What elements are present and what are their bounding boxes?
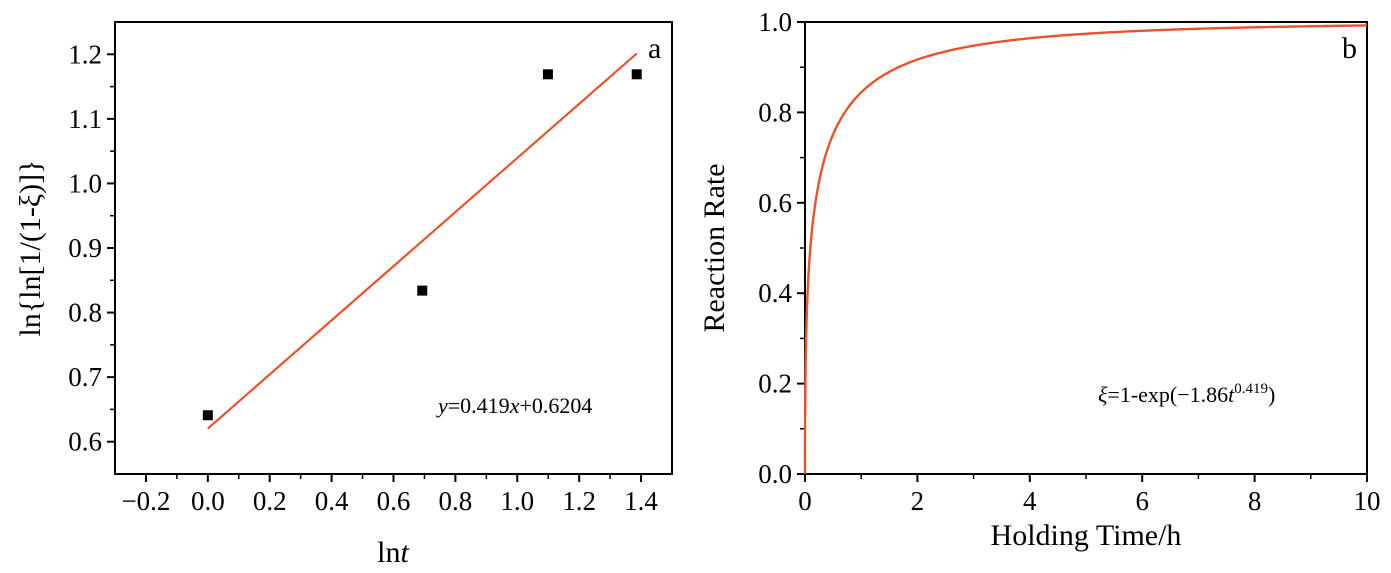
chart-a-y-tick-label: 0.8 [68, 298, 102, 328]
chart-b-x-axis-title: Holding Time/h [991, 519, 1182, 552]
chart-a-eq-y: y [436, 393, 448, 418]
chart-b-curve [803, 24, 1368, 474]
chart-b-eq-exp: 0.419 [1234, 381, 1268, 397]
chart-a-points [202, 69, 642, 421]
chart-b-y-tick-label: 0.6 [758, 188, 792, 218]
chart-a-data-point [631, 69, 642, 80]
chart-b: 0 2 4 6 8 10 0.0 0.2 0.4 0.6 0.8 1.0 b ξ=1-exp(−1.… [698, 7, 1381, 552]
chart-b-x-ticks: 0 2 4 6 8 10 [798, 474, 1381, 516]
chart-a-x-tick-label: 1.2 [562, 486, 596, 516]
chart-b-eq-part1: =1-exp(−1.86 [1107, 382, 1228, 407]
chart-b-equation: ξ=1-exp(−1.86t0.419) [1098, 381, 1275, 407]
chart-a-y-tick-label: 1.0 [68, 168, 102, 198]
chart-a-y-tick-label: 0.6 [68, 427, 102, 457]
chart-a-x-tick-label: 1.4 [624, 486, 658, 516]
chart-a-y-ticks: 0.6 0.7 0.8 0.9 1.0 1.1 1.2 [68, 39, 115, 457]
chart-a-eq-x: x [509, 393, 520, 418]
chart-b-x-tick-label: 2 [911, 486, 925, 516]
chart-a-y-tick-label: 0.9 [68, 233, 102, 263]
chart-b-eq-xi: ξ [1098, 382, 1108, 407]
chart-b-x-tick-label: 8 [1248, 486, 1262, 516]
chart-b-y-tick-label: 0.8 [758, 97, 792, 127]
chart-a-y-axis-title: ln{ln[1/(1-ξ)]} [14, 159, 47, 336]
chart-a-x-tick-label: 0.8 [439, 486, 473, 516]
chart-a-x-tick-label: 1.0 [500, 486, 534, 516]
chart-a-x-axis-title: lnt [377, 536, 409, 569]
chart-a-y-tick-label: 0.7 [68, 362, 102, 392]
chart-a-eq-part1: =0.419 [448, 393, 510, 418]
chart-b-y-ticks: 0.0 0.2 0.4 0.6 0.8 1.0 [758, 7, 805, 489]
chart-b-plot-frame [804, 21, 1368, 475]
chart-a-x-tick-label: 0.2 [253, 486, 287, 516]
chart-a-x-ticks: −0.2 0.0 0.2 0.4 0.6 0.8 1.0 1.2 1.4 [121, 474, 658, 516]
chart-b-x-tick-label: 10 [1354, 486, 1381, 516]
chart-b-y-axis-title: Reaction Rate [698, 163, 731, 332]
chart-b-y-tick-label: 0.2 [758, 369, 792, 399]
chart-a-x-tick-label: 0.0 [191, 486, 225, 516]
chart-b-y-tick-label: 0.4 [758, 278, 792, 308]
chart-a-fit-line [207, 52, 638, 430]
chart-a: −0.2 0.0 0.2 0.4 0.6 0.8 1.0 1.2 1.4 0.60.70.80.… [14, 21, 673, 569]
chart-a-x-tick-label: 0.6 [377, 486, 411, 516]
chart-a-data-point [417, 285, 428, 296]
chart-b-x-tick-label: 4 [1023, 486, 1037, 516]
chart-b-eq-t: t [1228, 382, 1235, 407]
chart-a-x-tick-label: 0.4 [315, 486, 349, 516]
chart-b-eq-close: ) [1268, 382, 1275, 407]
chart-a-x-tick-label: −0.2 [121, 486, 170, 516]
chart-a-eq-part2: +0.6204 [519, 393, 592, 418]
chart-a-xlabel-main: ln [377, 536, 400, 569]
chart-a-y-tick-label: 1.1 [68, 104, 102, 134]
chart-a-data-point [542, 69, 553, 80]
chart-b-x-tick-label: 6 [1135, 486, 1149, 516]
chart-a-panel-label: a [648, 32, 661, 65]
chart-b-y-tick-label: 1.0 [758, 7, 792, 37]
chart-a-data-point [202, 410, 213, 421]
chart-a-y-tick-label: 1.2 [68, 39, 102, 69]
chart-b-panel-label: b [1342, 32, 1357, 65]
chart-b-y-tick-label: 0.0 [758, 459, 792, 489]
chart-b-x-tick-label: 0 [798, 486, 812, 516]
chart-a-xlabel-italic: t [401, 536, 410, 569]
chart-a-equation: y=0.419x+0.6204 [436, 393, 592, 418]
